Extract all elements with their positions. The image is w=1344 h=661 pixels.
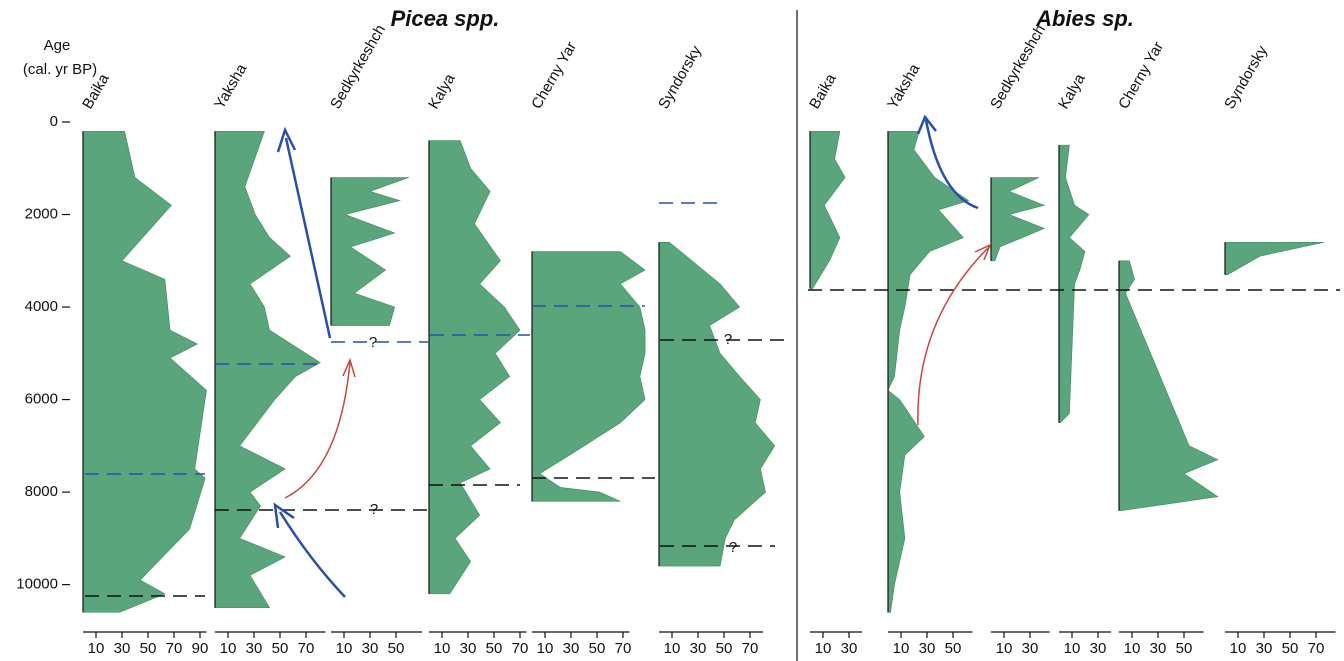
pollen-curve (214, 130, 321, 609)
x-tick-label: 10 (88, 640, 105, 657)
plot: 0 2000 4000 6000 8000 10000 Picea spp. Baika 10 3… (16, 6, 1336, 657)
x-tick-label: 10 (1124, 640, 1141, 657)
x-tick-label: 10 (220, 640, 237, 657)
x-tick-label: 30 (1022, 640, 1039, 657)
x-tick-label: 50 (1176, 640, 1193, 657)
x-tick-label: 30 (114, 640, 131, 657)
site-label: Sedkyrkeshch (987, 22, 1049, 112)
site-label: Syndorsky (655, 42, 705, 112)
x-tick-label: 10 (893, 640, 910, 657)
x-tick-label: 30 (563, 640, 580, 657)
x-tick-label: 30 (246, 640, 263, 657)
pollen-curve (990, 177, 1046, 262)
x-tick-label: 10 (336, 640, 353, 657)
annotation: ? (724, 331, 732, 348)
x-tick-label: 10 (996, 640, 1013, 657)
x-tick-label: 50 (272, 640, 289, 657)
arrow (273, 502, 346, 598)
annotation: ? (370, 501, 378, 518)
annotations: ? ? ? ? (369, 331, 737, 556)
pollen-curve (1224, 241, 1324, 275)
arrow (284, 357, 356, 499)
x-tick-label: 70 (298, 640, 315, 657)
y-tick-label: 8000 (25, 483, 58, 500)
x-tick-label: 50 (486, 640, 503, 657)
pollen-curve (330, 177, 410, 326)
site-label: Syndorsky (1221, 42, 1271, 112)
y-tick-label: 10000 (16, 576, 58, 593)
x-tick-label: 30 (1150, 640, 1167, 657)
site-label: Baika (806, 70, 840, 112)
pollen-curve (1058, 144, 1090, 424)
x-tick-label: 70 (512, 640, 529, 657)
arrow (916, 114, 979, 210)
site-label: Sedkyrkeshch (327, 22, 389, 112)
annotation: ? (369, 334, 377, 351)
arrow (917, 243, 992, 426)
site-label: Yaksha (884, 61, 924, 112)
x-tick-label: 30 (690, 640, 707, 657)
x-tick-label: 70 (166, 640, 183, 657)
pollen-curve (82, 130, 207, 613)
pollen-curve (428, 140, 521, 595)
site-label: Kalya (425, 70, 459, 112)
y-tick-label: 6000 (25, 391, 58, 408)
pollen-curve (658, 241, 776, 567)
x-tick-label: 30 (1090, 640, 1107, 657)
boundaries (85, 202, 1340, 597)
group-title: Abies sp. (1035, 6, 1134, 31)
x-tick-label: 50 (716, 640, 733, 657)
y-tick-label: 2000 (25, 205, 58, 222)
y-axis-label: Age (44, 37, 71, 54)
x-tick-label: 50 (589, 640, 606, 657)
site-label: Kalya (1055, 70, 1089, 112)
pollen-curve (887, 130, 970, 613)
x-tick-label: 30 (919, 640, 936, 657)
arrows (273, 114, 992, 598)
x-tick-label: 50 (1282, 640, 1299, 657)
annotation: ? (729, 539, 737, 556)
site-label: Cherny Yar (528, 39, 580, 112)
site-label: Cherny Yar (1115, 39, 1167, 112)
x-tick-label: 70 (742, 640, 759, 657)
pollen-curve (809, 130, 846, 289)
x-tick-label: 70 (1308, 640, 1325, 657)
x-tick-label: 30 (362, 640, 379, 657)
x-tick-label: 10 (815, 640, 832, 657)
arrow (276, 126, 332, 339)
x-tick-label: 90 (192, 640, 209, 657)
pollen-curve (1118, 260, 1219, 511)
y-axis-unit: (cal. yr BP) (23, 61, 97, 78)
pollen-curve (531, 251, 646, 502)
x-tick-label: 10 (537, 640, 554, 657)
x-tick-label: 50 (945, 640, 962, 657)
y-tick-label: 0 (50, 113, 58, 130)
x-tick-label: 50 (140, 640, 157, 657)
group-title: Picea spp. (391, 6, 500, 31)
site-label: Yaksha (211, 61, 251, 112)
x-tick-label: 10 (1064, 640, 1081, 657)
x-tick-label: 30 (841, 640, 858, 657)
x-tick-label: 50 (388, 640, 405, 657)
x-tick-label: 30 (1256, 640, 1273, 657)
y-tick-label: 4000 (25, 298, 58, 315)
x-tick-label: 10 (664, 640, 681, 657)
x-tick-label: 10 (434, 640, 451, 657)
x-tick-label: 30 (460, 640, 477, 657)
x-tick-label: 10 (1230, 640, 1247, 657)
x-tick-label: 70 (615, 640, 632, 657)
